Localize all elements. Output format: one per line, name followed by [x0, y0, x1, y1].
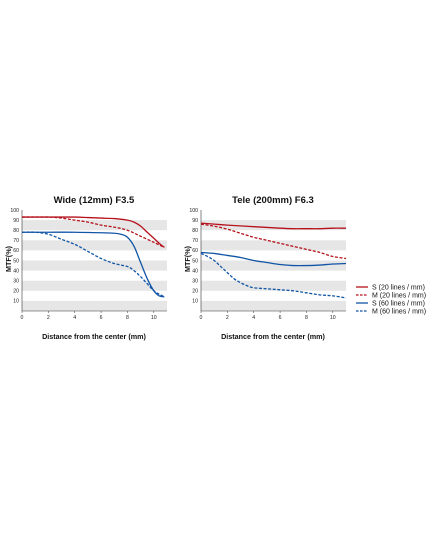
y-tick-label: 30	[13, 279, 19, 285]
y-tick-label: 50	[13, 258, 19, 264]
legend-item: S (60 lines / mm)	[356, 300, 425, 307]
y-tick-label: 20	[13, 289, 19, 295]
series-line-s-60	[200, 251, 347, 267]
series-line-m-60	[200, 252, 347, 299]
grid-band	[201, 260, 346, 271]
x-tick-label: 4	[252, 315, 255, 321]
x-tick-label: 0	[200, 315, 203, 321]
grid-band	[22, 240, 167, 251]
y-tick-label: 30	[192, 279, 198, 285]
x-tick-label: 2	[47, 315, 50, 321]
plot-area: 10 20 30 40 50 60 70 80 90 100 0 2 4 6 8 10	[189, 208, 347, 321]
grid-band	[22, 260, 167, 271]
x-tick-label: 6	[100, 315, 103, 321]
chart-title: Tele (200mm) F6.3	[232, 195, 314, 206]
y-tick-label: 40	[192, 268, 198, 274]
grid-band	[201, 220, 346, 231]
series-line-m-60	[21, 231, 165, 298]
grid-band	[201, 240, 346, 251]
x-tick-label: 8	[126, 315, 129, 321]
grid-band	[22, 300, 167, 311]
y-tick-label: 70	[13, 238, 19, 244]
x-tick-label: 8	[305, 315, 308, 321]
x-axis-label: Distance from the center (mm)	[221, 332, 325, 341]
y-tick-label: 60	[192, 248, 198, 254]
series-line-s-20	[22, 216, 165, 248]
y-tick-label: 40	[13, 268, 19, 274]
legend-label: S (60 lines / mm)	[372, 300, 425, 307]
y-tick-label: 100	[189, 208, 198, 214]
legend-item: S (20 lines / mm)	[356, 284, 425, 291]
y-tick-label: 70	[192, 238, 198, 244]
y-tick-label: 90	[13, 218, 19, 224]
y-tick-label: 90	[192, 218, 198, 224]
legend-label: M (20 lines / mm)	[372, 292, 426, 299]
grid-band	[201, 280, 346, 291]
y-tick-label: 20	[192, 289, 198, 295]
series-line-m-20	[21, 216, 165, 248]
y-tick-label: 10	[192, 299, 198, 305]
x-axis-label: Distance from the center (mm)	[42, 332, 146, 341]
plot-area: 10 20 30 40 50 60 70 80 90 100 0 2 4 6 8 10	[10, 208, 167, 321]
x-tick-label: 0	[21, 315, 24, 321]
y-tick-label: 10	[13, 299, 19, 305]
grid-band	[22, 280, 167, 291]
grid-band	[22, 220, 167, 231]
legend-label: S (20 lines / mm)	[372, 284, 425, 291]
legend-item: M (60 lines / mm)	[356, 308, 426, 315]
chart-title: Wide (12mm) F3.5	[54, 195, 135, 206]
y-tick-label: 80	[192, 228, 198, 234]
tele-chart-panel: 10 20 30 40 50 60 70 80 90 100 0 2 4 6 8 10 Tele (200mm…	[183, 195, 347, 341]
y-tick-label: 50	[192, 258, 198, 264]
y-tick-label: 80	[13, 228, 19, 234]
x-tick-label: 10	[151, 315, 157, 321]
series-line-s-20	[200, 222, 347, 230]
x-tick-label: 4	[73, 315, 76, 321]
legend-label: M (60 lines / mm)	[372, 308, 426, 315]
x-tick-label: 10	[330, 315, 336, 321]
x-tick-label: 2	[226, 315, 229, 321]
grid-band	[201, 300, 346, 311]
x-tick-label: 6	[279, 315, 282, 321]
chart-legend: S (20 lines / mm)M (20 lines / mm)S (60 …	[356, 284, 426, 315]
y-tick-label: 60	[13, 248, 19, 254]
y-tick-label: 100	[10, 208, 19, 214]
legend-item: M (20 lines / mm)	[356, 292, 426, 299]
y-axis-label: MTF(%)	[4, 245, 13, 272]
y-axis-label: MTF(%)	[183, 245, 192, 272]
wide-chart-panel: 10 20 30 40 50 60 70 80 90 100 0 2 4 6 8 10 Wide (12mm)…	[4, 195, 167, 341]
series-line-m-20	[200, 223, 347, 260]
